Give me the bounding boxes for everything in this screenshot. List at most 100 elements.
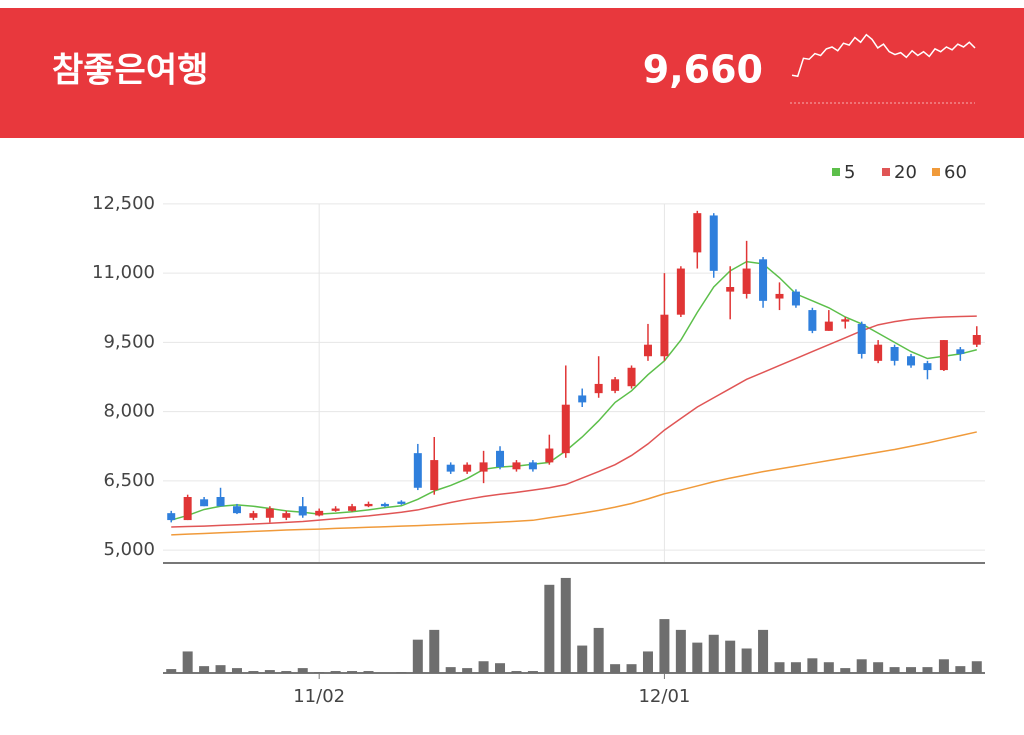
volume-bar <box>231 668 242 673</box>
candle-body <box>676 268 685 315</box>
volume-bar <box>281 671 292 673</box>
y-tick-label: 8,000 <box>103 401 155 422</box>
volume-bar <box>593 627 604 673</box>
volume-bar <box>166 669 177 673</box>
volume-bar <box>971 661 982 673</box>
volume-bar <box>873 662 884 673</box>
y-tick-label: 12,500 <box>92 193 155 214</box>
volume-bar <box>675 629 686 673</box>
candle-body <box>956 349 965 354</box>
volume-bar <box>297 668 308 673</box>
volume-bar <box>396 672 407 673</box>
candle-body <box>446 464 455 472</box>
volume-bar <box>741 648 752 673</box>
candle-body <box>315 510 324 516</box>
candle-body <box>331 508 340 511</box>
candle-body <box>479 462 488 472</box>
volume-bar <box>182 651 193 673</box>
volume-bar <box>708 634 719 673</box>
volume-bar <box>659 619 670 673</box>
volume-bar <box>807 658 818 673</box>
candle-body <box>627 367 636 387</box>
ma-line <box>171 431 977 536</box>
candle-body <box>348 506 357 511</box>
candle-body <box>430 460 439 491</box>
candle-body <box>249 513 258 518</box>
volume-bar <box>248 671 259 673</box>
x-tick-label: 11/02 <box>293 686 345 707</box>
candle-body <box>265 508 274 518</box>
candle-body <box>726 287 735 292</box>
candle-body <box>775 293 784 299</box>
y-tick-label: 9,500 <box>103 331 155 352</box>
candle-body <box>857 323 866 354</box>
volume-bar <box>363 671 374 673</box>
candle-body <box>841 319 850 322</box>
volume-bar <box>692 642 703 673</box>
stock-price: 9,660 <box>643 48 763 92</box>
volume-bar <box>938 659 949 673</box>
candle-body <box>463 464 472 472</box>
volume-bar <box>856 659 867 673</box>
candle-body <box>824 321 833 331</box>
volume-bar <box>215 665 226 673</box>
volume-bar <box>626 664 637 673</box>
volume-bar <box>955 666 966 673</box>
candle-body <box>972 335 981 345</box>
volume-bar <box>758 629 769 673</box>
candle-body <box>216 497 225 507</box>
candle-body <box>808 310 817 331</box>
candle-body <box>298 506 307 516</box>
y-tick-label: 6,500 <box>103 470 155 491</box>
volume-bar <box>199 666 210 673</box>
volume-bar <box>610 664 621 673</box>
candle-body <box>232 506 241 514</box>
volume-bar <box>429 629 440 673</box>
legend-swatch <box>932 168 940 176</box>
candle-body <box>923 363 932 371</box>
volume-bar <box>412 639 423 673</box>
legend-label: 20 <box>894 162 917 183</box>
volume-bar <box>560 577 571 673</box>
candle-body <box>709 215 718 271</box>
volume-bar <box>264 670 275 673</box>
stock-name: 참좋은여행 <box>52 51 208 91</box>
volume-bar <box>347 671 358 673</box>
volume-bar <box>495 663 506 673</box>
candle-body <box>183 497 192 521</box>
candle-body <box>890 347 899 361</box>
volume-bar <box>840 668 851 673</box>
candle-body <box>282 513 291 518</box>
candle-body <box>528 462 537 470</box>
candle-body <box>907 356 916 366</box>
volume-bar <box>511 671 522 673</box>
candle-body <box>791 291 800 306</box>
candle-body <box>874 344 883 361</box>
candle-body <box>380 503 389 507</box>
legend-swatch <box>882 168 890 176</box>
sparkline-line <box>791 33 976 78</box>
volume-bar <box>922 667 933 673</box>
candle-body <box>496 450 505 467</box>
legend-label: 60 <box>944 162 967 183</box>
volume-bar <box>790 662 801 673</box>
ma-line <box>171 315 977 528</box>
volume-bar <box>544 584 555 673</box>
y-tick-label: 5,000 <box>103 539 155 560</box>
candle-body <box>611 379 620 391</box>
candle-body <box>578 395 587 403</box>
candle-body <box>512 462 521 470</box>
candle-body <box>397 501 406 504</box>
volume-bar <box>642 651 653 673</box>
legend-label: 5 <box>844 162 855 183</box>
volume-bar <box>527 671 538 673</box>
header-bar <box>0 8 1024 138</box>
chart: 5,000 6,500 8,000 9,500 11,000 12,500 11/02 12/… <box>92 162 985 707</box>
candle-body <box>742 268 751 294</box>
volume-bar <box>823 662 834 673</box>
candle-body <box>594 383 603 394</box>
sparkline <box>791 33 976 78</box>
candle-body <box>939 340 948 371</box>
